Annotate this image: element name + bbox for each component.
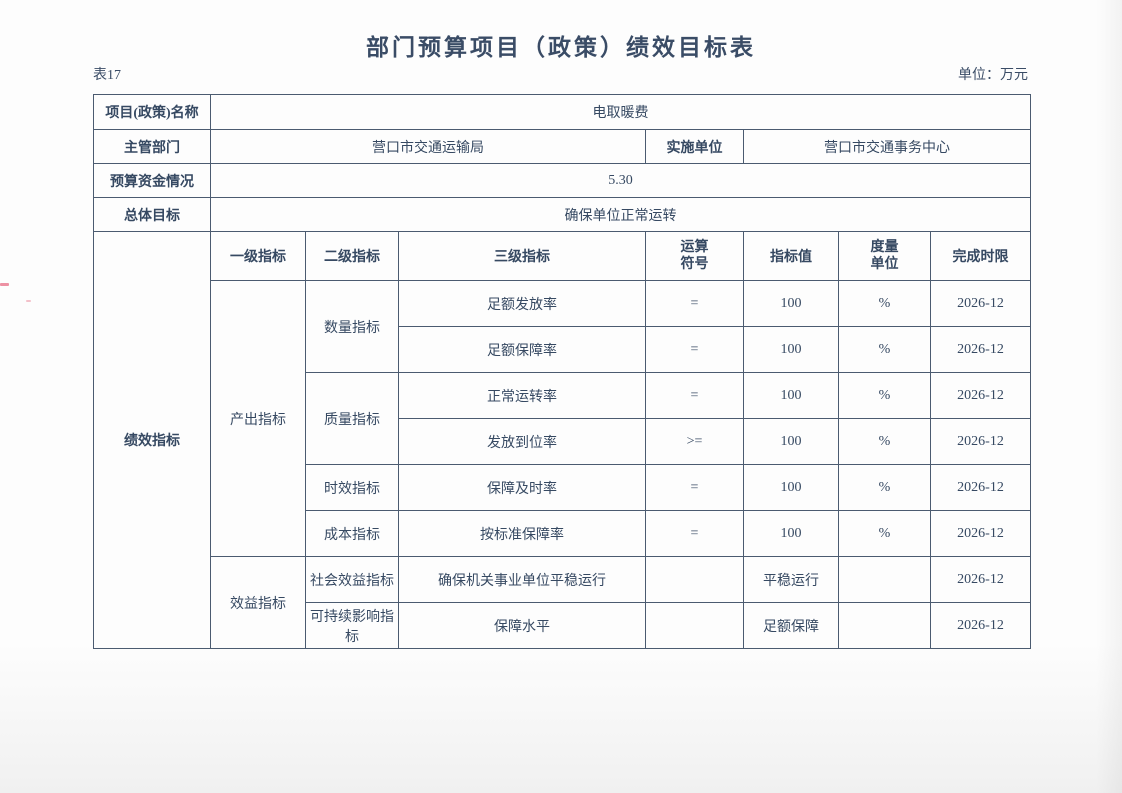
unit-cell: %: [838, 510, 931, 557]
deadline-cell: 2026-12: [929, 280, 1032, 327]
overall-goal-label: 总体目标: [93, 197, 211, 232]
budget-label: 预算资金情况: [93, 163, 211, 198]
level2-sustainable-impact: 可持续影响指标: [305, 602, 399, 649]
value-cell: 100: [743, 280, 839, 327]
document-title: 部门预算项目（政策）绩效目标表: [366, 35, 756, 60]
performance-indicators-label: 绩效指标: [93, 231, 211, 649]
header-target-value: 指标值: [743, 231, 839, 281]
deadline-cell: 2026-12: [929, 372, 1032, 419]
indicator-header-row: 绩效指标 一级指标 二级指标 三级指标 运算 符号 指标值 度量 单位 完成时限: [93, 231, 1032, 649]
deadline-cell: 2026-12: [929, 418, 1032, 465]
indicator-row: 时效指标 保障及时率 = 100 % 2026-12: [94, 464, 1032, 511]
level2-social-benefit: 社会效益指标: [305, 556, 399, 603]
performance-target-table: 项目(政策)名称 电取暖费 主管部门 营口市交通运输局 实施单位 营口市交通事务…: [93, 94, 1032, 649]
operator-cell: =: [645, 464, 744, 511]
indicator-row: 效益指标 社会效益指标 确保机关事业单位平稳运行 平稳运行 2026-12: [94, 556, 1032, 649]
value-cell: 100: [743, 418, 839, 465]
level2-cost: 成本指标: [305, 510, 399, 557]
header-operator: 运算 符号: [645, 231, 744, 281]
operator-cell: =: [645, 372, 744, 419]
deadline-cell: 2026-12: [929, 602, 1032, 649]
meta-line: 表17 单位：万元: [93, 64, 1030, 84]
operator-cell: [645, 602, 744, 649]
level3-indicator: 足额发放率: [398, 280, 646, 327]
level2-quality: 质量指标: [305, 372, 399, 465]
level3-indicator: 正常运转率: [398, 372, 646, 419]
indicator-row: 产出指标 数量指标 足额发放率 = 100 % 2026-12: [94, 280, 1032, 557]
department-row: 主管部门 营口市交通运输局 实施单位 营口市交通事务中心: [93, 129, 1032, 164]
scan-artifact-red-mark: [0, 283, 9, 286]
indicator-row: 质量指标 正常运转率 = 100 % 2026-12: [94, 372, 1032, 465]
level2-timeliness: 时效指标: [305, 464, 399, 511]
deadline-cell: 2026-12: [929, 510, 1032, 557]
unit-cell: %: [838, 418, 931, 465]
department-label: 主管部门: [93, 129, 211, 164]
indicator-row: 足额保障率 = 100 % 2026-12: [94, 326, 1032, 373]
operator-cell: [645, 556, 744, 603]
project-name-row: 项目(政策)名称 电取暖费: [93, 94, 1032, 130]
overall-goal-value: 确保单位正常运转: [209, 197, 1032, 232]
indicator-row: 成本指标 按标准保障率 = 100 % 2026-12: [94, 510, 1032, 557]
value-cell: 100: [743, 326, 839, 373]
value-cell: 100: [743, 464, 839, 511]
header-level1: 一级指标: [210, 231, 306, 281]
header-unit: 度量 单位: [838, 231, 931, 281]
unit-cell: %: [838, 326, 931, 373]
scan-shadow-right: [1096, 0, 1122, 793]
value-cell: 平稳运行: [743, 556, 839, 603]
level1-benefit: 效益指标: [210, 556, 306, 649]
operator-cell: =: [645, 510, 744, 557]
deadline-cell: 2026-12: [929, 464, 1032, 511]
unit-cell: [838, 602, 931, 649]
unit-note: 单位：万元: [958, 68, 1028, 83]
budget-value: 5.30: [209, 163, 1032, 198]
table-number: 表17: [93, 68, 121, 83]
operator-cell: =: [645, 280, 744, 327]
unit-cell: %: [838, 280, 931, 327]
deadline-cell: 2026-12: [929, 556, 1032, 603]
implementing-unit-label: 实施单位: [645, 129, 744, 164]
indicator-row: 可持续影响指标 保障水平 足额保障 2026-12: [94, 602, 1032, 649]
level3-indicator: 按标准保障率: [398, 510, 646, 557]
scan-artifact-red-mark-small: [26, 300, 31, 302]
overall-goal-row: 总体目标 确保单位正常运转: [93, 197, 1032, 232]
project-name-value: 电取暖费: [209, 94, 1032, 130]
level3-indicator: 发放到位率: [398, 418, 646, 465]
header-level2: 二级指标: [305, 231, 399, 281]
value-cell: 100: [743, 372, 839, 419]
operator-cell: >=: [645, 418, 744, 465]
level2-quantity: 数量指标: [305, 280, 399, 373]
implementing-unit-value: 营口市交通事务中心: [742, 129, 1032, 164]
value-cell: 100: [743, 510, 839, 557]
level3-indicator: 保障水平: [398, 602, 646, 649]
unit-cell: [838, 556, 931, 603]
department-value: 营口市交通运输局: [210, 129, 646, 164]
indicator-row: 发放到位率 >= 100 % 2026-12: [94, 418, 1032, 465]
level3-indicator: 足额保障率: [398, 326, 646, 373]
level1-output: 产出指标: [210, 280, 306, 557]
deadline-cell: 2026-12: [929, 326, 1032, 373]
project-name-label: 项目(政策)名称: [93, 94, 211, 130]
budget-row: 预算资金情况 5.30: [93, 163, 1032, 198]
header-level3: 三级指标: [398, 231, 646, 281]
level3-indicator: 保障及时率: [398, 464, 646, 511]
scan-shadow-bottom: [0, 643, 1122, 793]
level3-indicator: 确保机关事业单位平稳运行: [398, 556, 646, 603]
header-deadline: 完成时限: [929, 231, 1032, 281]
unit-cell: %: [838, 372, 931, 419]
value-cell: 足额保障: [743, 602, 839, 649]
operator-cell: =: [645, 326, 744, 373]
unit-cell: %: [838, 464, 931, 511]
